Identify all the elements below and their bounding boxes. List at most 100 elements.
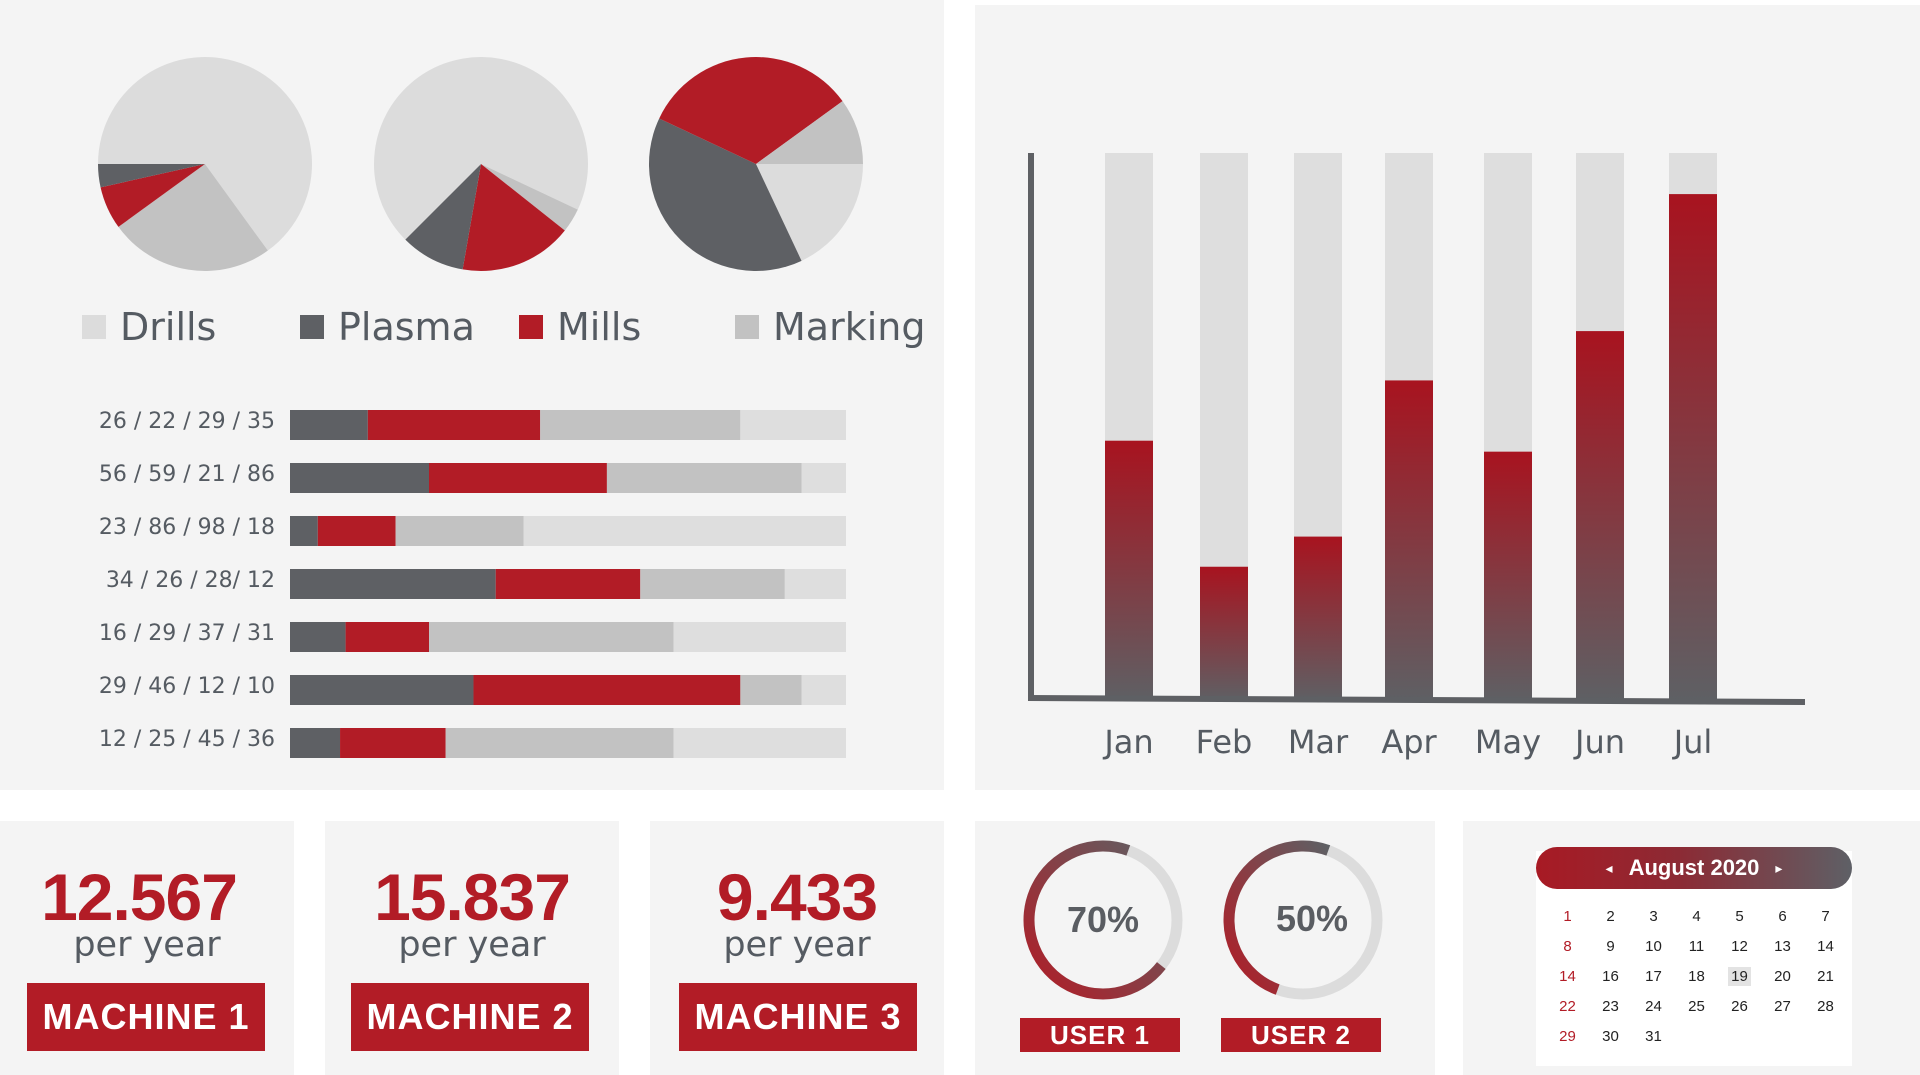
- x-tick-label: May: [1474, 723, 1542, 761]
- machine-1-card: 12.567 per year MACHINE 1: [0, 821, 294, 1075]
- row-segment-marking: [429, 622, 674, 652]
- x-tick-label: Apr: [1381, 723, 1437, 761]
- legend-item-plasma: Plasma: [300, 305, 475, 349]
- row-segment-drills: [784, 569, 846, 599]
- calendar-day[interactable]: 1: [1563, 907, 1572, 925]
- machine-2-button[interactable]: MACHINE 2: [351, 983, 589, 1051]
- calendar-day[interactable]: 28: [1817, 997, 1834, 1015]
- pie-slice-plasma: [405, 164, 481, 270]
- row-label: 56 / 59 / 21 / 86: [98, 462, 275, 487]
- pie-slice-mills: [100, 164, 205, 227]
- calendar-day[interactable]: 11: [1688, 937, 1705, 955]
- calendar-day[interactable]: 19: [1718, 961, 1761, 991]
- legend-item-marking: Marking: [735, 305, 925, 349]
- progress-ring-fill: [1223, 840, 1331, 995]
- machine-3-button[interactable]: MACHINE 3: [679, 983, 917, 1051]
- pie-charts: [98, 56, 864, 272]
- calendar-title: August 2020: [1628, 855, 1760, 880]
- user-progress-rings: [1023, 840, 1383, 1000]
- row-segment-drills: [673, 728, 846, 758]
- calendar-day[interactable]: 9: [1606, 937, 1615, 955]
- user-2-percent: 50%: [1275, 898, 1349, 939]
- legend-swatch-mills: [519, 315, 543, 339]
- row-segment-mills: [367, 410, 541, 440]
- next-month-icon[interactable]: ▸: [1775, 859, 1783, 876]
- row-segment-mills: [429, 463, 607, 493]
- calendar-day[interactable]: 8: [1563, 937, 1572, 955]
- machine-share-panel: Drills Plasma Mills Marking 26 / 22 / 29…: [0, 0, 944, 790]
- calendar-day[interactable]: 16: [1602, 967, 1619, 985]
- pie-slice-drills: [98, 56, 312, 251]
- pie-slice-mills: [462, 164, 565, 271]
- user-1-percent: 70%: [1066, 899, 1140, 940]
- calendar-day[interactable]: 6: [1778, 907, 1787, 925]
- prev-month-icon[interactable]: ◂: [1605, 859, 1613, 876]
- row-segment-plasma: [290, 728, 341, 758]
- calendar-day[interactable]: 25: [1688, 997, 1705, 1015]
- calendar-day[interactable]: 23: [1602, 997, 1619, 1015]
- bar-jun: [1576, 331, 1624, 701]
- row-segment-plasma: [290, 569, 496, 599]
- user-1-button[interactable]: USER 1: [1020, 1018, 1180, 1052]
- x-tick-label: Feb: [1195, 723, 1253, 761]
- x-tick-label: Jan: [1104, 723, 1154, 761]
- row-segment-plasma: [290, 675, 474, 705]
- calendar-day[interactable]: 30: [1602, 1027, 1619, 1045]
- calendar-day[interactable]: 14: [1559, 967, 1576, 985]
- legend-label-drills: Drills: [120, 305, 217, 349]
- row-segment-drills: [801, 463, 846, 493]
- pie-slice-marking: [481, 164, 578, 231]
- legend-label-plasma: Plasma: [338, 305, 475, 349]
- bar-may: [1484, 451, 1532, 701]
- calendar-day[interactable]: 2: [1606, 907, 1615, 925]
- calendar-day[interactable]: 20: [1774, 967, 1791, 985]
- calendar-day[interactable]: 29: [1559, 1027, 1576, 1045]
- calendar-day[interactable]: 12: [1731, 937, 1748, 955]
- calendar-day[interactable]: 22: [1559, 997, 1576, 1015]
- legend-swatch-plasma: [300, 315, 324, 339]
- row-segment-mills: [495, 569, 641, 599]
- pie-slice-plasma: [98, 164, 205, 188]
- calendar-days: 1 2 3 4 5 6 7 8 9 10 11 12 13 14 14 16 17 18 19 20 21 22 23 24 2…: [1546, 901, 1846, 1051]
- row-segment-mills: [345, 622, 429, 652]
- row-segment-plasma: [290, 516, 318, 546]
- calendar-day[interactable]: 31: [1645, 1027, 1662, 1045]
- calendar-day[interactable]: 10: [1645, 937, 1662, 955]
- calendar-day[interactable]: 27: [1774, 997, 1791, 1015]
- user-progress-panel: 70% 50% USER 1 USER 2: [975, 821, 1435, 1075]
- row-segment-plasma: [290, 463, 429, 493]
- row-segment-drills: [740, 410, 846, 440]
- calendar-day[interactable]: 3: [1649, 907, 1658, 925]
- row-segment-mills: [340, 728, 446, 758]
- machine-2-value: 15.837: [374, 860, 571, 934]
- pie-slice-plasma: [648, 118, 802, 272]
- bar-feb: [1200, 566, 1248, 701]
- row-segment-mills: [473, 675, 741, 705]
- x-tick-label: Mar: [1287, 723, 1349, 761]
- machine-2-unit: per year: [398, 925, 546, 965]
- calendar-day[interactable]: 13: [1774, 937, 1791, 955]
- bar-jul: [1669, 194, 1717, 701]
- calendar-day[interactable]: 5: [1735, 907, 1744, 925]
- calendar-day[interactable]: 21: [1817, 967, 1834, 985]
- calendar-day[interactable]: 4: [1692, 907, 1701, 925]
- row-label: 34 / 26 / 28/ 12: [105, 568, 275, 593]
- machine-2-card: 15.837 per year MACHINE 2: [325, 821, 619, 1075]
- calendar-day[interactable]: 18: [1688, 967, 1705, 985]
- row-segment-drills: [673, 622, 846, 652]
- calendar-day[interactable]: 26: [1731, 997, 1748, 1015]
- row-label: 12 / 25 / 45 / 36: [98, 727, 275, 752]
- legend-item-mills: Mills: [519, 305, 641, 349]
- machine-1-button[interactable]: MACHINE 1: [27, 983, 265, 1051]
- row-segment-mills: [317, 516, 396, 546]
- calendar-day[interactable]: 17: [1645, 967, 1662, 985]
- calendar-day[interactable]: 24: [1645, 997, 1662, 1015]
- row-segment-marking: [395, 516, 524, 546]
- progress-ring-fill: [1023, 840, 1166, 1000]
- machine-1-unit: per year: [73, 925, 221, 965]
- calendar-day[interactable]: 14: [1817, 937, 1834, 955]
- calendar-day[interactable]: 7: [1821, 907, 1830, 925]
- user-2-button[interactable]: USER 2: [1221, 1018, 1381, 1052]
- legend-label-marking: Marking: [773, 305, 926, 349]
- pie-slice-drills: [756, 164, 864, 261]
